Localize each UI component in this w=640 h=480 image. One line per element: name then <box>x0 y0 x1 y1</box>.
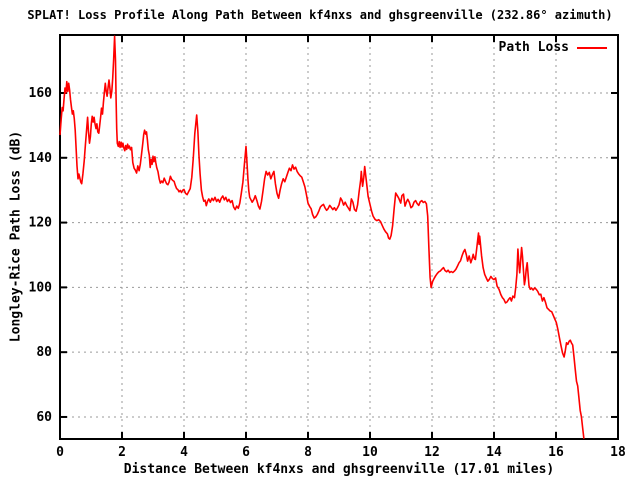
x-tick-label: 8 <box>304 445 312 460</box>
y-tick-label: 140 <box>29 151 53 166</box>
x-tick-label: 12 <box>424 445 440 460</box>
legend-line-sample <box>577 46 607 49</box>
legend-label: Path Loss <box>498 40 569 55</box>
y-axis-title: Longley-Rice Path Loss (dB) <box>8 130 24 343</box>
y-tick-label: 120 <box>29 216 53 231</box>
x-tick-label: 4 <box>180 445 188 460</box>
x-tick-label: 10 <box>362 445 378 460</box>
plot-border <box>59 34 619 440</box>
x-tick-label: 18 <box>610 445 626 460</box>
x-tick-label: 6 <box>242 445 250 460</box>
x-axis-title: Distance Between kf4nxs and ghsgreenvill… <box>123 462 555 477</box>
legend: Path Loss <box>499 40 607 55</box>
x-tick-label: 2 <box>118 445 126 460</box>
x-tick-label: 0 <box>56 445 64 460</box>
y-tick-label: 160 <box>29 86 53 101</box>
y-tick-label: 60 <box>36 410 52 425</box>
path-loss-curve <box>59 35 585 439</box>
x-tick-label: 14 <box>486 445 502 460</box>
x-tick-label: 16 <box>548 445 564 460</box>
chart-title: SPLAT! Loss Profile Along Path Between k… <box>27 8 613 22</box>
y-tick-label: 80 <box>36 345 52 360</box>
y-tick-label: 100 <box>29 280 53 295</box>
